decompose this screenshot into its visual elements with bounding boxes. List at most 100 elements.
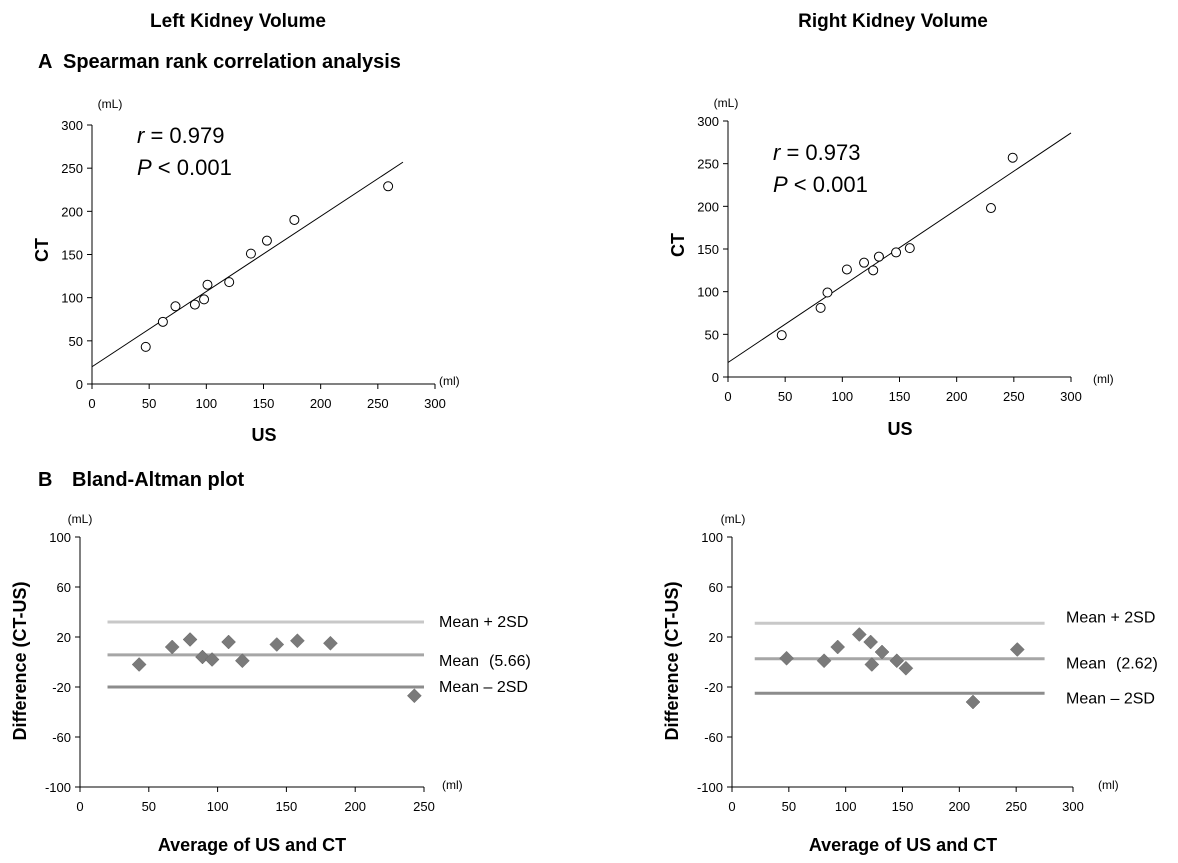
x-tick-label: 0 — [88, 396, 95, 411]
x-unit: (ml) — [1093, 372, 1114, 386]
y-unit: (mL) — [68, 512, 93, 526]
scatter-left-chart: 0 50 100 150 200 250 300 0 50 100 150 200 250 300 (mL)… — [32, 97, 460, 445]
data-point — [1009, 642, 1025, 657]
data-point — [140, 341, 151, 352]
y-tick-label: 200 — [697, 199, 719, 214]
ref-label-value: (5.66) — [489, 653, 531, 670]
data-point — [164, 639, 180, 655]
data-point — [290, 633, 305, 649]
data-point — [874, 644, 890, 660]
data-point — [851, 627, 867, 642]
x-tick-label: 300 — [424, 396, 446, 411]
x-tick-label: 150 — [276, 799, 298, 814]
y-tick-label: 20 — [57, 630, 71, 645]
y-tick-label: 250 — [61, 161, 83, 176]
y-tick-label: 60 — [709, 580, 723, 595]
x-unit: (ml) — [442, 778, 463, 792]
data-point — [815, 302, 826, 313]
data-point — [189, 299, 200, 310]
y-tick-label: 300 — [61, 118, 83, 133]
x-tick-label: 300 — [1062, 799, 1084, 814]
x-tick-label: 150 — [892, 799, 914, 814]
section-b-title: Bland-Altman plot — [72, 469, 245, 491]
data-point — [965, 694, 981, 710]
data-point — [221, 634, 236, 650]
y-tick-label: 200 — [61, 204, 83, 219]
y-tick-label: 50 — [69, 334, 83, 349]
y-tick-label: 100 — [61, 291, 83, 306]
regression-line — [91, 161, 404, 368]
section-a-title: Spearman rank correlation analysis — [63, 51, 401, 73]
y-axis-label: Difference (CT-US) — [662, 581, 682, 740]
y-unit: (mL) — [714, 96, 739, 110]
data-point — [323, 635, 338, 651]
data-point — [235, 653, 250, 669]
data-point — [261, 235, 272, 246]
y-unit: (mL) — [98, 97, 123, 111]
x-tick-label: 300 — [1060, 389, 1082, 404]
ref-label-mean: Mean (5.66) — [439, 653, 531, 670]
p-value: < 0.001 — [152, 155, 232, 180]
ref-label-mean-minus: Mean – 2SD — [439, 679, 528, 696]
x-tick-label: 50 — [778, 389, 792, 404]
y-tick-label: 60 — [57, 580, 71, 595]
bland-altman-left-chart: 0 50 100 150 200 250 -100 -60 -20 20 60 100 (mL) (ml)… — [10, 512, 531, 855]
x-tick-label: 150 — [889, 389, 911, 404]
y-tick-label: 20 — [709, 630, 723, 645]
data-point — [289, 214, 300, 225]
y-tick-label: -20 — [52, 680, 71, 695]
ref-label-text: Mean + 2SD — [439, 614, 528, 631]
regression-line — [727, 132, 1072, 363]
x-tick-label: 250 — [1003, 389, 1025, 404]
data-point — [868, 265, 879, 276]
data-point — [985, 203, 996, 214]
x-tick-label: 50 — [142, 396, 156, 411]
y-tick-label: 300 — [697, 114, 719, 129]
r-value: = 0.973 — [780, 140, 860, 165]
data-point — [170, 301, 181, 312]
y-unit: (mL) — [721, 512, 746, 526]
x-axis-label: Average of US and CT — [158, 835, 346, 855]
data-point — [816, 653, 832, 669]
data-point — [269, 637, 285, 652]
x-tick-label: 100 — [195, 396, 217, 411]
data-point — [822, 287, 833, 298]
data-point — [779, 650, 794, 666]
r-symbol: r — [773, 140, 782, 165]
data-point — [131, 657, 147, 672]
r-symbol: r — [137, 123, 146, 148]
data-point — [1007, 152, 1018, 163]
data-point — [245, 248, 256, 259]
data-point — [776, 330, 787, 341]
y-axis-label: Difference (CT-US) — [10, 581, 30, 740]
y-tick-label: 50 — [705, 327, 719, 342]
data-point — [157, 316, 168, 327]
y-tick-label: 100 — [49, 530, 71, 545]
y-tick-label: -60 — [704, 730, 723, 745]
y-axis-label: CT — [32, 238, 52, 262]
data-point — [204, 652, 220, 667]
data-point — [898, 660, 914, 676]
x-tick-label: 250 — [1005, 799, 1027, 814]
data-point — [859, 257, 870, 268]
p-value: < 0.001 — [788, 172, 868, 197]
data-point — [864, 657, 880, 672]
p-annotation: P < 0.001 — [773, 172, 868, 197]
y-tick-label: -20 — [704, 680, 723, 695]
data-point — [407, 688, 422, 704]
ref-label-mean: Mean (2.62) — [1066, 656, 1158, 673]
p-symbol: P — [137, 155, 152, 180]
x-tick-label: 0 — [724, 389, 731, 404]
r-annotation: r = 0.973 — [773, 140, 860, 165]
ref-label-text: Mean — [1066, 656, 1106, 673]
y-tick-label: 100 — [701, 530, 723, 545]
y-tick-label: 250 — [697, 157, 719, 172]
y-tick-label: -60 — [52, 730, 71, 745]
x-tick-label: 200 — [310, 396, 332, 411]
data-point — [202, 279, 213, 290]
data-point — [199, 294, 210, 305]
y-tick-label: 100 — [697, 285, 719, 300]
y-tick-label: 0 — [76, 377, 83, 392]
p-annotation: P < 0.001 — [137, 155, 232, 180]
